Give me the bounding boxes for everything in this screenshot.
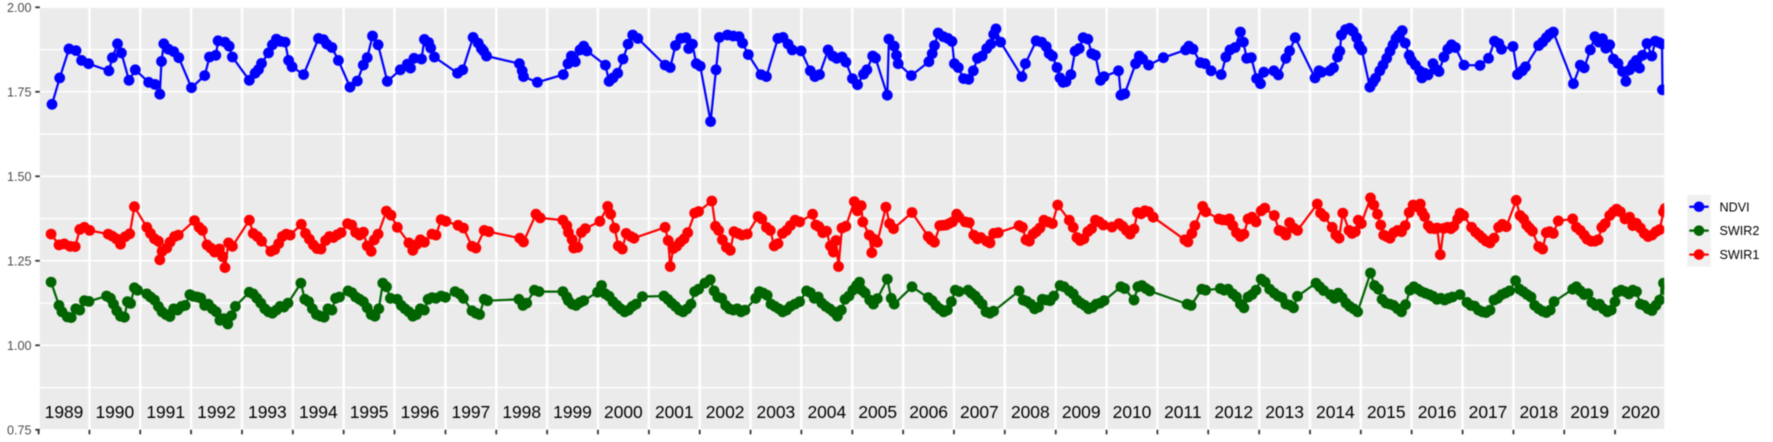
svg-text:1.25: 1.25 [7,254,32,268]
svg-text:2001: 2001 [655,402,694,422]
svg-text:1994: 1994 [299,402,338,422]
svg-text:1.50: 1.50 [7,170,32,184]
svg-text:2009: 2009 [1062,402,1101,422]
svg-text:1989: 1989 [45,402,84,422]
svg-text:2005: 2005 [858,402,897,422]
svg-text:2000: 2000 [604,402,643,422]
svg-text:0.75: 0.75 [7,423,32,437]
svg-text:2011: 2011 [1164,402,1201,422]
svg-text:2002: 2002 [706,402,745,422]
svg-text:1998: 1998 [502,402,541,422]
svg-text:1991: 1991 [146,402,185,422]
svg-text:1999: 1999 [553,402,592,422]
svg-text:1.75: 1.75 [7,85,32,99]
svg-text:1990: 1990 [95,402,134,422]
svg-text:1996: 1996 [401,402,440,422]
svg-text:2004: 2004 [807,402,846,422]
svg-text:SWIR2: SWIR2 [1720,224,1760,238]
svg-text:2003: 2003 [757,402,796,422]
svg-text:2006: 2006 [909,402,948,422]
svg-text:1997: 1997 [452,402,491,422]
svg-text:2008: 2008 [1011,402,1050,422]
svg-text:2017: 2017 [1469,402,1508,422]
svg-text:2016: 2016 [1418,402,1457,422]
svg-text:NDVI: NDVI [1720,200,1750,214]
svg-text:2010: 2010 [1113,402,1152,422]
svg-text:2013: 2013 [1265,402,1304,422]
svg-text:2020: 2020 [1621,402,1660,422]
svg-text:2015: 2015 [1367,402,1406,422]
svg-text:1993: 1993 [248,402,287,422]
svg-text:2019: 2019 [1570,402,1609,422]
svg-text:2.00: 2.00 [7,1,32,15]
svg-text:SWIR1: SWIR1 [1720,248,1760,262]
svg-text:2007: 2007 [960,402,999,422]
svg-text:1995: 1995 [350,402,389,422]
svg-text:2014: 2014 [1316,402,1355,422]
svg-text:1.00: 1.00 [7,339,32,353]
svg-text:1992: 1992 [197,402,236,422]
svg-text:2018: 2018 [1519,402,1558,422]
svg-text:2012: 2012 [1214,402,1253,422]
